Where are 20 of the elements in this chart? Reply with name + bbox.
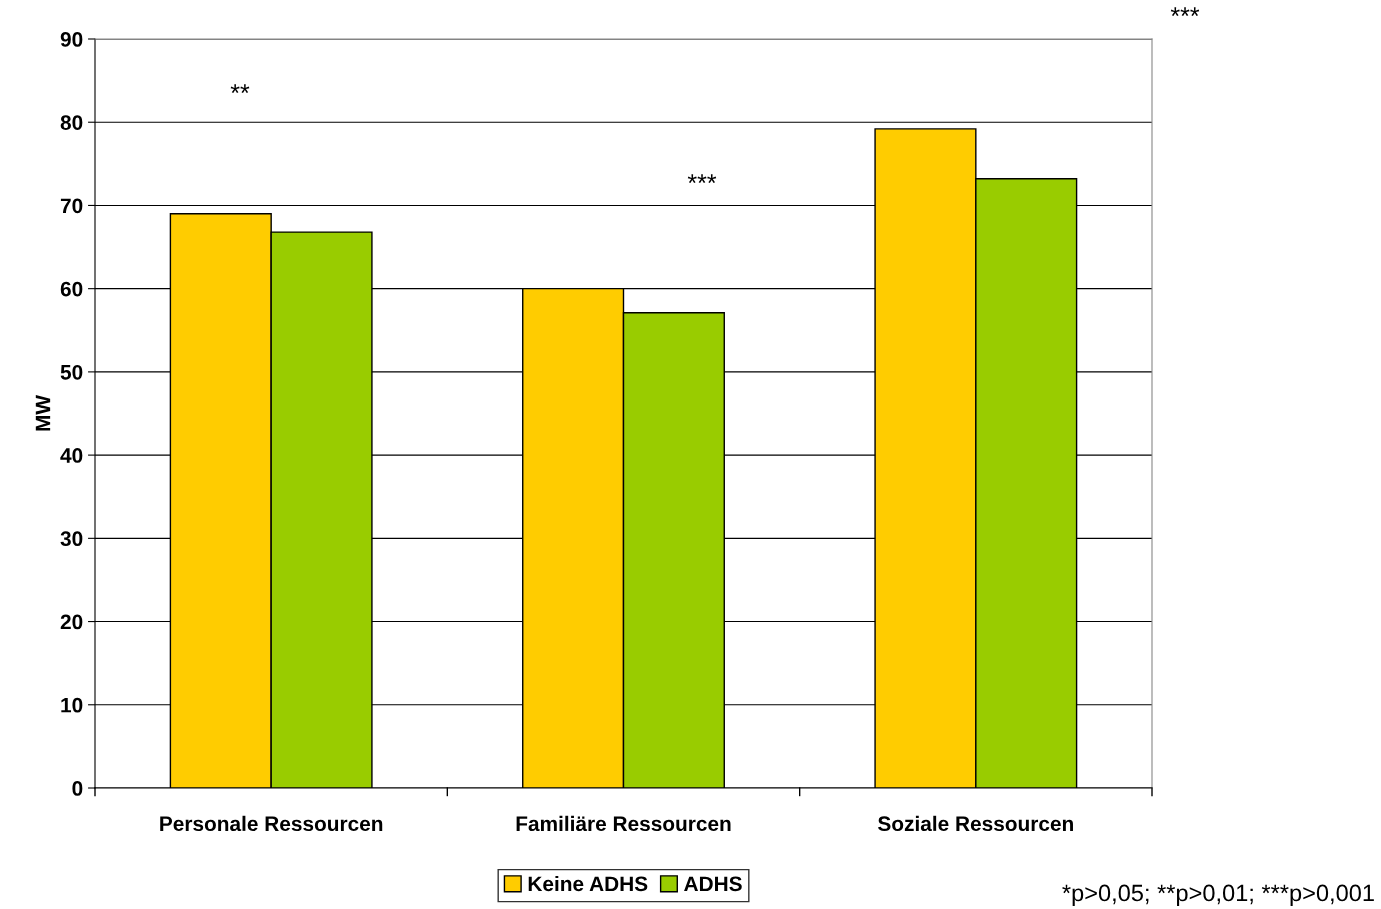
legend-label: Keine ADHS [528,875,648,892]
y-tick-label: 20 [60,614,83,630]
y-tick-label: 40 [60,448,83,463]
y-tick-label: 0 [72,781,83,796]
x-tick-label: Personale Ressourcen [160,815,383,832]
legend-label: ADHS [684,876,742,892]
y-tick-label: 80 [60,115,83,130]
x-tick-label: Familiäre Ressourcen [516,815,731,832]
x-tick-label: Soziale Ressourcen [878,815,1073,832]
text: *** [1170,7,1200,17]
y-axis-title: MW [35,395,51,431]
y-tick-label: 60 [60,281,83,297]
text: *p>0,05; **p>0,01; ***p>0,001 [1062,884,1374,907]
y-tick-label: 70 [60,198,83,214]
annotation: *** [687,174,717,184]
annotation: ** [230,84,250,94]
y-tick-label: 90 [60,32,83,47]
y-tick-label: 10 [61,697,83,713]
y-tick-label: 30 [60,531,83,547]
y-tick-label: 50 [60,364,83,380]
